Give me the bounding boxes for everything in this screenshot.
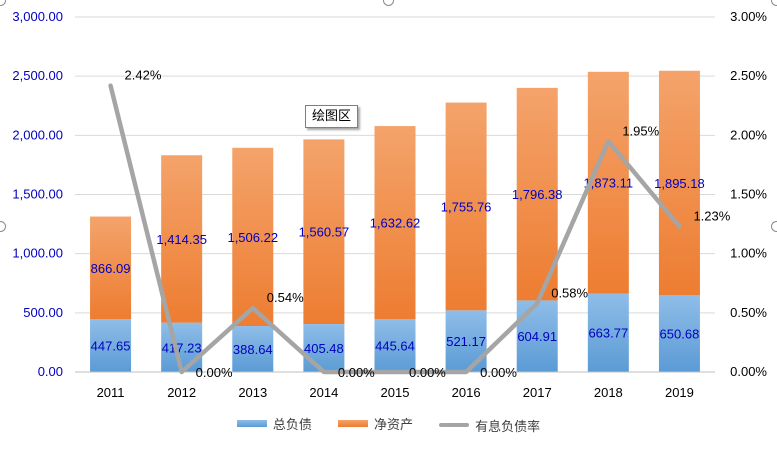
y-left-tick-label: 1,500.00 — [12, 187, 63, 202]
bar-net-assets — [161, 155, 203, 323]
y-left-tick-label: 500.00 — [23, 305, 63, 320]
bar-liabilities — [516, 300, 558, 372]
y-right-tick-label: 0.00% — [730, 364, 767, 379]
bar-label-net-assets: 1,796.38 — [512, 187, 563, 202]
x-tick-label: 2014 — [309, 385, 338, 400]
bar-label-net-assets: 866.09 — [91, 261, 131, 276]
legend-swatch-liabilities — [236, 420, 267, 427]
x-tick-label: 2019 — [665, 385, 694, 400]
x-tick-label: 2015 — [381, 385, 410, 400]
bar-net-assets — [374, 126, 416, 320]
bar-liabilities — [374, 319, 416, 372]
right-axis: 0.00% 0.50% 1.00% 1.50% 2.00% 2.50% 3.00% — [730, 9, 767, 379]
x-tick-label: 2016 — [452, 385, 481, 400]
bar-liabilities — [303, 324, 345, 372]
legend-item-interest-debt-ratio[interactable]: 有息负债率 — [439, 416, 540, 435]
x-tick-label: 2018 — [594, 385, 623, 400]
left-axis: 0.00 500.00 1,000.00 1,500.00 2,000.00 2,500.… — [12, 9, 63, 379]
bar-label-net-assets: 1,414.35 — [156, 232, 207, 247]
x-tick-label: 2012 — [167, 385, 196, 400]
bar-label-liabilities: 405.48 — [304, 341, 344, 356]
bar-liabilities — [90, 319, 132, 372]
ratio-label: 1.23% — [693, 208, 730, 223]
ratio-label: 0.54% — [267, 290, 304, 305]
ratio-label: 0.00% — [196, 365, 233, 380]
bar-liabilities — [658, 295, 700, 372]
y-left-tick-label: 3,000.00 — [12, 9, 63, 24]
y-right-tick-label: 3.00% — [730, 9, 767, 24]
y-right-tick-label: 1.50% — [730, 187, 767, 202]
legend-label-liabilities: 总负债 — [272, 418, 312, 433]
bar-labels: 447.65 866.09 417.23 1,414.35 388.64 1,506.22… — [91, 176, 705, 357]
bar-net-assets — [232, 147, 274, 327]
legend-item-net-assets[interactable]: 净资产 — [337, 414, 413, 433]
bar-label-net-assets: 1,873.11 — [584, 176, 634, 191]
y-left-tick-label: 2,000.00 — [12, 127, 63, 142]
ratio-line-layer — [108, 83, 682, 375]
legend-item-liabilities[interactable]: 总负债 — [236, 414, 312, 433]
bar-label-liabilities: 521.17 — [446, 334, 486, 349]
y-left-tick-label: 1,000.00 — [12, 246, 63, 261]
bar-net-assets — [658, 70, 700, 296]
bar-net-assets — [587, 71, 629, 294]
bar-label-liabilities: 604.91 — [517, 329, 557, 344]
legend-label-net-assets: 净资产 — [373, 418, 413, 433]
ratio-label: 0.58% — [551, 285, 588, 300]
bar-label-liabilities: 445.64 — [375, 339, 415, 354]
y-left-tick-label: 0.00 — [38, 364, 63, 379]
y-left-tick-label: 2,500.00 — [12, 68, 63, 83]
bar-net-assets — [516, 87, 558, 301]
bar-liabilities — [232, 326, 274, 372]
ratio-label: 0.00% — [480, 365, 517, 380]
bar-label-net-assets: 1,560.57 — [299, 225, 350, 240]
bar-label-liabilities: 650.68 — [660, 327, 700, 342]
bar-net-assets — [303, 139, 345, 325]
x-tick-label: 2013 — [238, 385, 267, 400]
ratio-label: 1.95% — [622, 123, 659, 138]
bar-label-liabilities: 447.65 — [91, 339, 131, 354]
ratio-labels: 2.42% 0.00% 0.54% 0.00% 0.00% 0.00% 0.58% 1.95%… — [125, 68, 731, 380]
bar-liabilities — [587, 293, 629, 372]
bar-label-liabilities: 663.77 — [588, 326, 628, 341]
x-tick-label: 2017 — [523, 385, 552, 400]
bar-label-liabilities: 417.23 — [162, 340, 202, 355]
resize-handle-top-right[interactable] — [771, 0, 777, 6]
legend-label-interest-debt-ratio: 有息负债率 — [475, 419, 541, 435]
ratio-line — [108, 83, 682, 375]
y-right-tick-label: 2.50% — [730, 68, 767, 83]
legend-swatch-net-assets — [337, 420, 368, 427]
y-right-tick-label: 2.00% — [730, 127, 767, 142]
x-axis: 2011 2012 2013 2014 2015 2016 2017 2018 2019 — [75, 371, 715, 400]
bar-net-assets — [445, 102, 487, 311]
ratio-label: 2.42% — [125, 68, 162, 83]
bar-label-net-assets: 1,895.18 — [654, 176, 705, 191]
x-tick-label: 2011 — [97, 385, 125, 400]
legend: 总负债 净资产 有息负债率 — [0, 414, 777, 435]
y-right-tick-label: 0.50% — [730, 305, 767, 320]
bar-label-liabilities: 388.64 — [233, 342, 273, 357]
ratio-label: 0.00% — [338, 365, 375, 380]
legend-line-interest-debt-ratio — [439, 423, 470, 427]
y-right-tick-label: 1.00% — [730, 246, 767, 261]
bar-label-net-assets: 1,506.22 — [227, 230, 278, 245]
bar-label-net-assets: 1,755.76 — [441, 199, 492, 214]
resize-handle-middle-right[interactable] — [771, 221, 777, 232]
bar-label-net-assets: 1,632.62 — [370, 216, 421, 231]
bar-net-assets — [90, 216, 132, 320]
ratio-label: 0.00% — [409, 365, 446, 380]
plot-area-tooltip: 绘图区 — [305, 105, 359, 128]
